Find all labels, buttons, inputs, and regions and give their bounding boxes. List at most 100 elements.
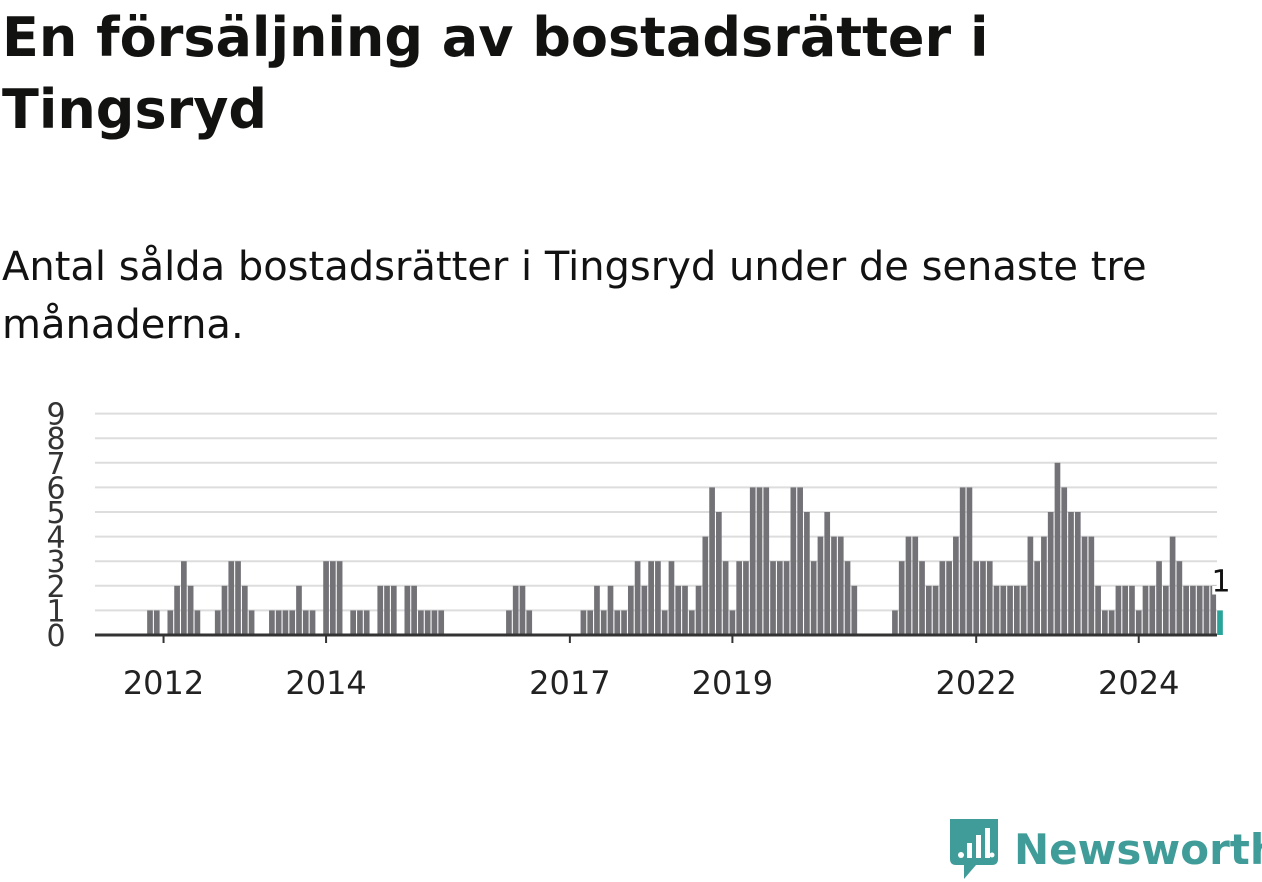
bar (797, 487, 803, 635)
bar (648, 561, 654, 635)
bar (1169, 536, 1176, 635)
bar (702, 536, 709, 635)
bar (1176, 561, 1183, 635)
bar (512, 585, 519, 635)
bar (716, 512, 722, 635)
bar (1196, 585, 1203, 635)
bar (756, 487, 763, 635)
bar (1000, 585, 1007, 635)
newsworthy-logo: Newsworthy (950, 818, 1262, 882)
bar (424, 610, 431, 635)
bar (709, 487, 715, 635)
bar (1047, 512, 1054, 635)
bar (966, 487, 973, 635)
bar (892, 610, 898, 635)
bar (1115, 585, 1122, 635)
bar (912, 536, 919, 635)
bar (986, 561, 993, 635)
bar (770, 561, 776, 635)
y-tick-label: 5 (46, 496, 65, 531)
bar (302, 610, 309, 635)
bar (1013, 585, 1020, 635)
bar (980, 561, 986, 635)
bar (241, 585, 248, 635)
newsworthy-wordmark: Newsworthy (1014, 825, 1262, 874)
x-tick-label: 2014 (285, 664, 366, 702)
bar (506, 610, 512, 635)
y-tick-label: 7 (46, 447, 65, 482)
y-tick-label: 4 (46, 521, 65, 556)
bar-latest (1217, 610, 1223, 635)
bar (269, 610, 275, 635)
bar (248, 610, 255, 635)
newsworthy-logo-icon (950, 819, 998, 879)
bar (790, 487, 797, 635)
annotations: 1 (1208, 561, 1233, 602)
bar (932, 585, 939, 635)
bar (959, 487, 966, 635)
bar (187, 585, 194, 635)
bar (831, 536, 837, 635)
bar (627, 585, 634, 635)
bar (214, 610, 221, 635)
bar (580, 610, 587, 635)
y-tick-label: 8 (46, 422, 65, 457)
bar (357, 610, 363, 635)
bar (1027, 536, 1034, 635)
bar (722, 561, 729, 635)
bar (336, 561, 343, 635)
bar (804, 512, 810, 635)
bar (1149, 585, 1156, 635)
bar (844, 561, 851, 635)
bar (614, 610, 621, 635)
bar (1210, 585, 1217, 635)
bar (1061, 487, 1068, 635)
bar (377, 585, 384, 635)
bar (167, 610, 174, 635)
bar (1054, 462, 1061, 635)
bar (235, 561, 241, 635)
bar (621, 610, 627, 635)
bar (905, 536, 912, 635)
x-tick-label: 2019 (692, 664, 773, 702)
bar (749, 487, 756, 635)
bar (411, 585, 417, 635)
bar (282, 610, 289, 635)
bar (675, 585, 682, 635)
bar (925, 585, 932, 635)
bar (661, 610, 668, 635)
bar (1129, 585, 1135, 635)
bar (330, 561, 336, 635)
bar (275, 610, 282, 635)
bar (776, 561, 783, 635)
bar (404, 585, 411, 635)
bar (1081, 536, 1088, 635)
bar (973, 561, 980, 635)
bar (1007, 585, 1013, 635)
bar (431, 610, 438, 635)
bar (418, 610, 424, 635)
bar (390, 585, 397, 635)
bar (824, 512, 831, 635)
bar (655, 561, 661, 635)
bar (600, 610, 607, 635)
bar (526, 610, 533, 635)
y-tick-label: 3 (46, 545, 65, 580)
bar (1162, 585, 1169, 635)
y-tick-label: 0 (46, 619, 65, 654)
bar (939, 561, 946, 635)
y-tick-label: 6 (46, 471, 65, 506)
chart-subtitle: Antal sålda bostadsrätter i Tingsryd und… (2, 244, 1147, 348)
bar (688, 610, 695, 635)
bar (1020, 585, 1027, 635)
x-tick-label: 2022 (935, 664, 1016, 702)
bar (1041, 536, 1047, 635)
y-tick-label: 9 (46, 398, 65, 433)
bar (384, 585, 390, 635)
bar (228, 561, 235, 635)
y-tick-label: 2 (46, 570, 65, 605)
bar (898, 561, 905, 635)
bar (743, 561, 749, 635)
